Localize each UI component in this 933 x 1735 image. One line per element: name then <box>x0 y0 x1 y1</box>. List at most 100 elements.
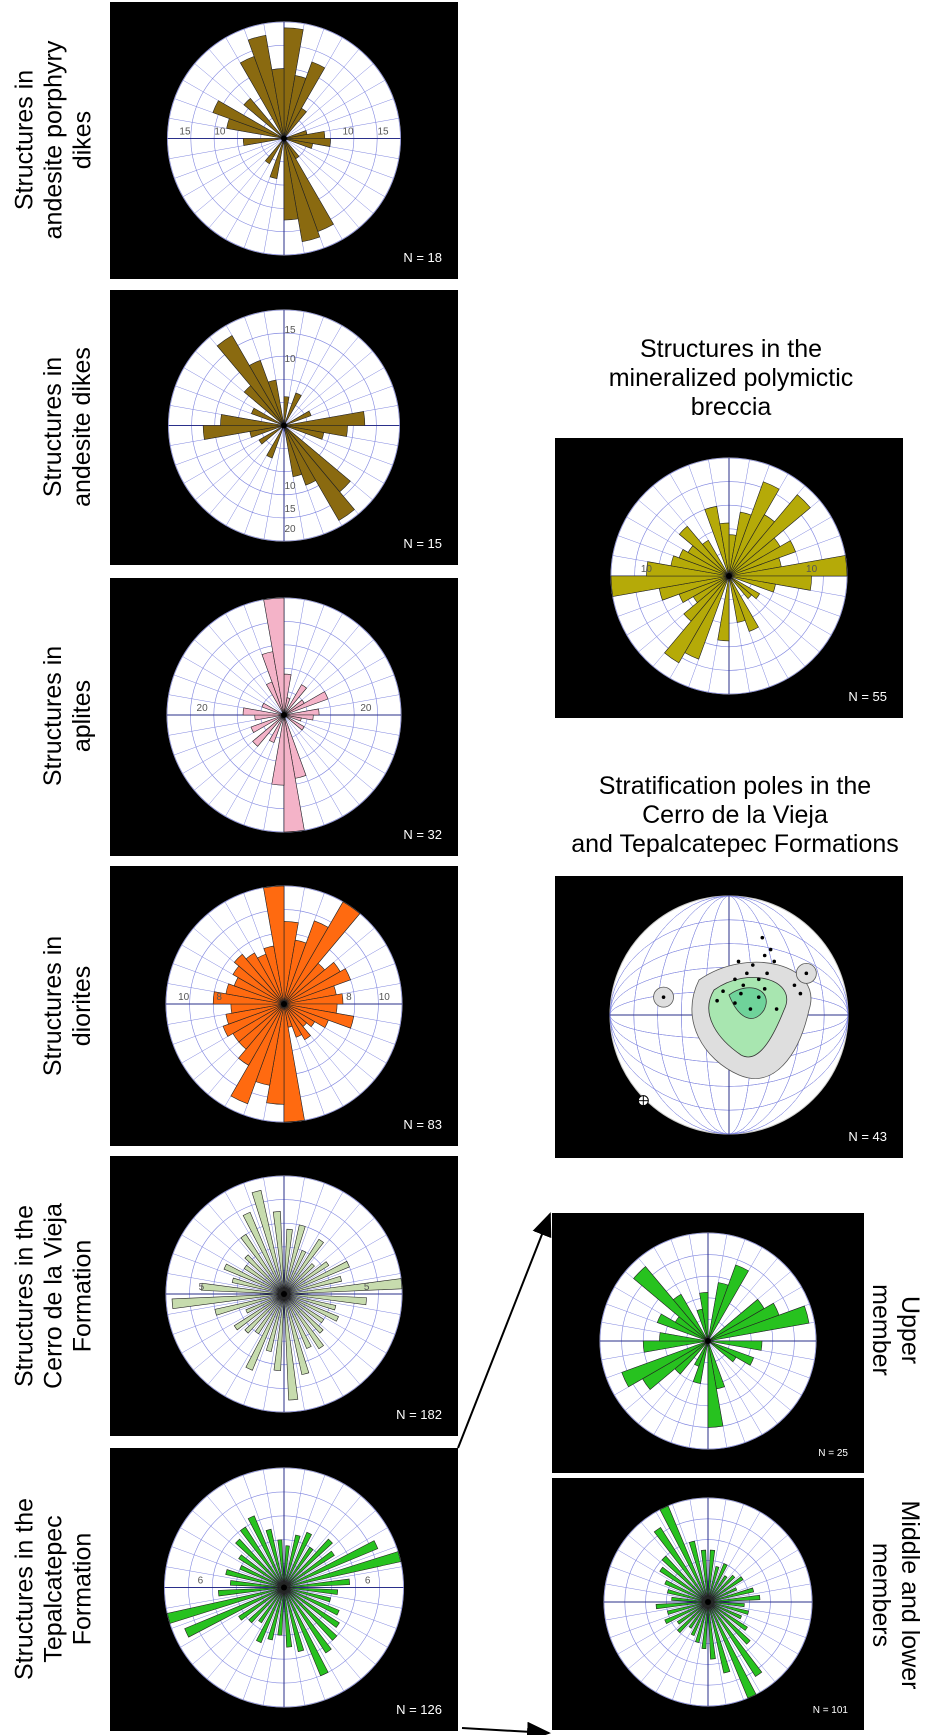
rose-petal <box>728 540 796 577</box>
rose-petal <box>239 1526 285 1588</box>
scale-label: 6 <box>198 1576 204 1587</box>
rose-petal <box>707 1594 761 1603</box>
rose-petal <box>610 575 730 597</box>
rose-petal <box>202 425 285 440</box>
rose-petal <box>272 1211 285 1295</box>
rose-petal <box>701 1601 709 1650</box>
rose-petal <box>688 1540 709 1603</box>
label-diorites: Structures in diorites <box>39 935 96 1077</box>
rose-petal <box>283 425 317 486</box>
rose-petal <box>283 1293 367 1306</box>
rose-petal <box>283 61 326 139</box>
n-label: N = 32 <box>403 827 442 842</box>
rose-petal <box>690 1601 709 1637</box>
rose-center <box>281 1584 287 1591</box>
scale-label: 20 <box>360 703 372 714</box>
label-cerro-de-la-vieja: Structures in the Cerro de la Vieja Format… <box>10 1203 97 1389</box>
rose-petal <box>283 1587 340 1628</box>
pole-point <box>736 959 741 964</box>
rose-petal <box>166 1587 285 1624</box>
label-andesite-dikes: Structures in andesite dikes <box>39 347 96 507</box>
rose-petal <box>283 1260 350 1295</box>
rose-petal <box>238 1003 285 1066</box>
rose-petal <box>283 1003 329 1029</box>
rose-petal <box>707 1601 763 1677</box>
rose-petal <box>261 702 285 716</box>
rose-petal <box>263 885 285 1005</box>
n-label: N = 101 <box>812 1705 848 1716</box>
rose-petal <box>667 1589 709 1603</box>
rose-petal <box>707 1601 749 1615</box>
rose-petal <box>283 714 302 722</box>
rose-petal <box>245 1293 285 1371</box>
scale-label: 8 <box>216 992 222 1003</box>
pole-point <box>733 977 737 982</box>
pole-point <box>745 971 749 976</box>
rose-petal <box>271 68 285 139</box>
pole-point <box>733 1001 737 1005</box>
rose-petal <box>264 138 285 165</box>
rose-petal <box>233 953 285 1005</box>
rose-petal <box>728 481 780 577</box>
label-upper-member: Upper member <box>867 1284 924 1376</box>
rose-petal <box>239 1565 285 1588</box>
rose-petal <box>277 1539 285 1588</box>
rose-petal <box>269 138 285 180</box>
rose-petal <box>699 1292 709 1342</box>
pole-point <box>760 935 765 940</box>
rose-petal <box>266 425 285 459</box>
rose-petal <box>268 714 285 743</box>
pole-point <box>661 995 666 999</box>
rose-petal <box>728 575 776 593</box>
rose-petal <box>672 1293 709 1342</box>
rose-petal <box>248 359 285 426</box>
rose-petal <box>659 1332 709 1342</box>
pole-point <box>804 971 809 976</box>
density-contour <box>728 987 767 1019</box>
rose-petal <box>653 1527 709 1603</box>
rose-petal <box>633 1266 709 1342</box>
rose-center <box>281 712 287 718</box>
rose-petal <box>707 1601 716 1660</box>
rose-petal <box>283 1224 306 1295</box>
n-label: N = 43 <box>848 1129 887 1144</box>
rose-petal <box>283 1293 324 1334</box>
scale-label: 20 <box>284 524 296 535</box>
rose-petal <box>247 1515 285 1588</box>
rose-aplites: 20 20 <box>166 597 402 833</box>
rose-petal <box>283 901 361 1005</box>
rose-petal <box>245 1293 285 1314</box>
rose-petal <box>244 1293 285 1334</box>
panel-diorites: 10 8 8 10 N = 83 <box>110 866 458 1146</box>
rose-petal <box>220 414 285 426</box>
pole-point <box>792 983 797 988</box>
rose-petal <box>283 1293 337 1311</box>
rose-petal <box>707 1601 745 1608</box>
rose-petal <box>688 1601 709 1629</box>
rose-petal <box>283 1587 332 1603</box>
rose-petal <box>222 1003 285 1037</box>
scale-label: 10 <box>641 564 653 575</box>
rose-petal <box>258 425 285 445</box>
rose-petal <box>248 1587 285 1624</box>
rose-petal <box>283 1587 332 1654</box>
pole-point <box>721 989 725 993</box>
rose-petal <box>702 539 730 577</box>
rose-petal <box>283 1293 310 1375</box>
rose-petal <box>664 1579 709 1603</box>
rose-petal <box>667 1601 709 1615</box>
rose-petal <box>659 1566 709 1603</box>
rose-petal <box>267 1587 285 1641</box>
rose-petal <box>707 1575 728 1603</box>
rose-center <box>705 1599 711 1605</box>
rose-petal <box>659 1505 709 1603</box>
pole-point <box>756 977 761 982</box>
rose-petal <box>283 1587 338 1641</box>
rose-petal <box>235 1538 285 1588</box>
rose-petal <box>243 1264 285 1295</box>
rose-petal <box>216 335 285 426</box>
rose-petal <box>728 575 761 600</box>
rose-petal <box>655 1601 709 1610</box>
rose-middle-lower-members <box>603 1497 813 1707</box>
scale-label: 10 <box>379 992 391 1003</box>
